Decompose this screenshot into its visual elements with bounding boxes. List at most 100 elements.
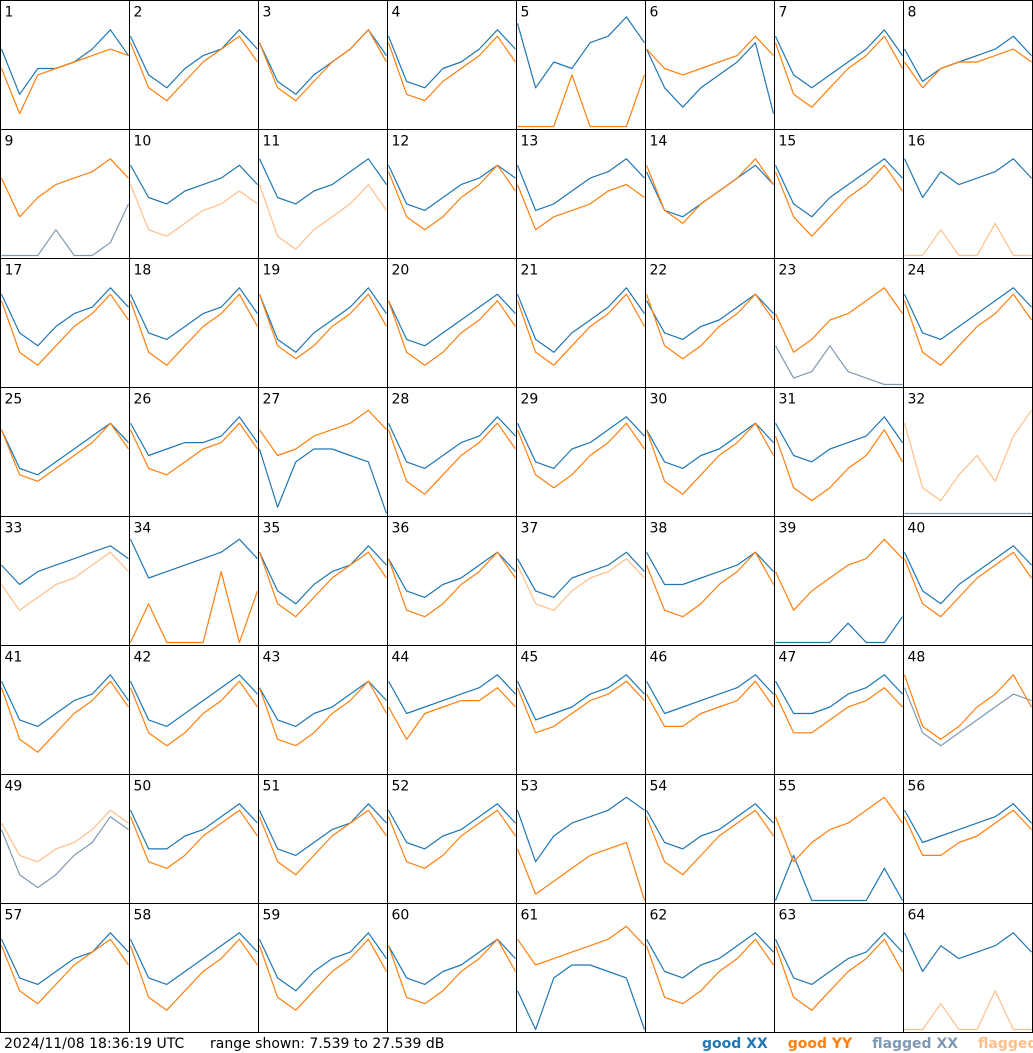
spectrum-trace <box>903 932 1032 973</box>
panel-label: 63 <box>779 908 797 924</box>
spectrum-trace <box>774 345 903 386</box>
spectrum-trace <box>387 803 516 850</box>
panel-label: 53 <box>521 779 539 795</box>
spectrum-trace <box>0 422 129 482</box>
spectrum-trace <box>645 422 775 495</box>
panel-label: 20 <box>392 263 410 279</box>
spectrum-trace <box>774 164 903 237</box>
spectrum-trace <box>516 16 645 89</box>
spectrum-trace <box>903 287 1032 340</box>
spectrum-trace <box>0 674 129 728</box>
spectrum-trace <box>903 687 1032 747</box>
spectrum-trace <box>774 416 903 463</box>
spectrum-trace <box>129 570 259 644</box>
spectrum-trace <box>645 158 774 224</box>
panel-label: 12 <box>392 134 410 150</box>
spectrum-trace <box>129 932 258 986</box>
spectrum-trace <box>903 545 1032 605</box>
spectrum-trace <box>129 287 258 340</box>
spectrum-trace <box>1 551 129 611</box>
panel-label: 52 <box>392 779 410 795</box>
spectrum-trace <box>774 687 903 734</box>
spectrum-trace <box>517 74 646 128</box>
spectrum-trace <box>904 990 1032 1031</box>
spectrum-trace <box>387 35 516 102</box>
spectrum-trace <box>645 809 774 876</box>
spectrum-trace <box>774 796 903 863</box>
panel-label: 51 <box>263 779 281 795</box>
panel-label: 27 <box>263 392 281 408</box>
spectrum-trace <box>0 293 129 366</box>
spectrum-trace <box>774 932 903 986</box>
spectrum-trace <box>387 164 516 231</box>
spectrum-trace <box>129 938 258 1011</box>
panel-label: 54 <box>650 779 668 795</box>
spectrum-trace <box>258 545 387 605</box>
panel-label: 62 <box>650 908 668 924</box>
spectrum-trace <box>903 551 1032 618</box>
panel-label: 13 <box>521 134 539 150</box>
spectrum-trace <box>258 809 387 876</box>
spectrum-trace <box>1 203 130 257</box>
panel-label: 46 <box>650 650 668 666</box>
panel-label: 11 <box>263 134 281 150</box>
panel-label: 1 <box>5 5 14 21</box>
spectrum-trace <box>516 558 645 611</box>
spectrum-trace <box>387 300 516 366</box>
spectrum-trace <box>774 854 904 902</box>
spectrum-trace <box>774 538 903 611</box>
spectrum-trace <box>258 551 387 618</box>
spectrum-trace <box>0 932 129 986</box>
spectrum-trace <box>774 29 903 89</box>
panel-label: 28 <box>392 392 410 408</box>
spectrum-trace <box>387 687 516 740</box>
spectrum-trace <box>774 938 904 1011</box>
spectrum-trace <box>903 409 1032 502</box>
spectrum-trace <box>516 551 645 599</box>
legend-entry: flagged YY <box>978 1036 1033 1052</box>
spectrum-trace <box>129 164 258 205</box>
spectrum-trace <box>258 29 387 95</box>
panel-label: 22 <box>650 263 668 279</box>
spectrum-trace <box>645 551 774 586</box>
spectrum-trace <box>387 422 516 495</box>
spectrum-trace <box>129 803 258 850</box>
spectrum-trace <box>387 938 517 1005</box>
spectrum-trace <box>387 29 516 89</box>
spectrum-trace <box>387 938 516 986</box>
panel-label: 49 <box>5 779 23 795</box>
spectrum-trace <box>129 538 258 579</box>
panel-label: 56 <box>908 779 926 795</box>
spectrum-trace <box>259 409 387 457</box>
spectrum-trace <box>516 674 645 721</box>
spectrum-trace <box>0 422 129 476</box>
panel-label: 5 <box>521 5 530 21</box>
spectrum-trace <box>645 803 774 850</box>
spectrum-trace <box>258 293 388 360</box>
spectrum-trace <box>129 293 259 366</box>
spectrum-trace <box>645 293 774 360</box>
spectrum-trace <box>774 429 904 502</box>
panel-label: 39 <box>779 521 797 537</box>
panel-label: 32 <box>908 392 926 408</box>
panel-label: 43 <box>263 650 281 666</box>
spectrum-trace <box>258 803 387 857</box>
spectrum-trace <box>129 809 258 869</box>
spectrum-trace <box>516 422 645 489</box>
panel-label: 50 <box>134 779 152 795</box>
panel-label: 6 <box>650 5 659 21</box>
legend-entry: good XX <box>702 1036 768 1052</box>
panel-frame <box>774 0 904 130</box>
panel-label: 44 <box>392 650 410 666</box>
panel-label: 48 <box>908 650 926 666</box>
spectrum-trace <box>516 796 645 863</box>
panel-label: 14 <box>650 134 668 150</box>
spectrum-trace <box>516 964 646 1031</box>
range-note: range shown: 7.539 to 27.539 dB <box>210 1036 444 1052</box>
spectrum-trace <box>646 35 774 76</box>
spectrum-trace <box>904 48 1032 89</box>
spectrum-trace <box>0 816 129 889</box>
spectrum-trace <box>0 158 129 218</box>
spectrum-trace <box>258 184 387 250</box>
